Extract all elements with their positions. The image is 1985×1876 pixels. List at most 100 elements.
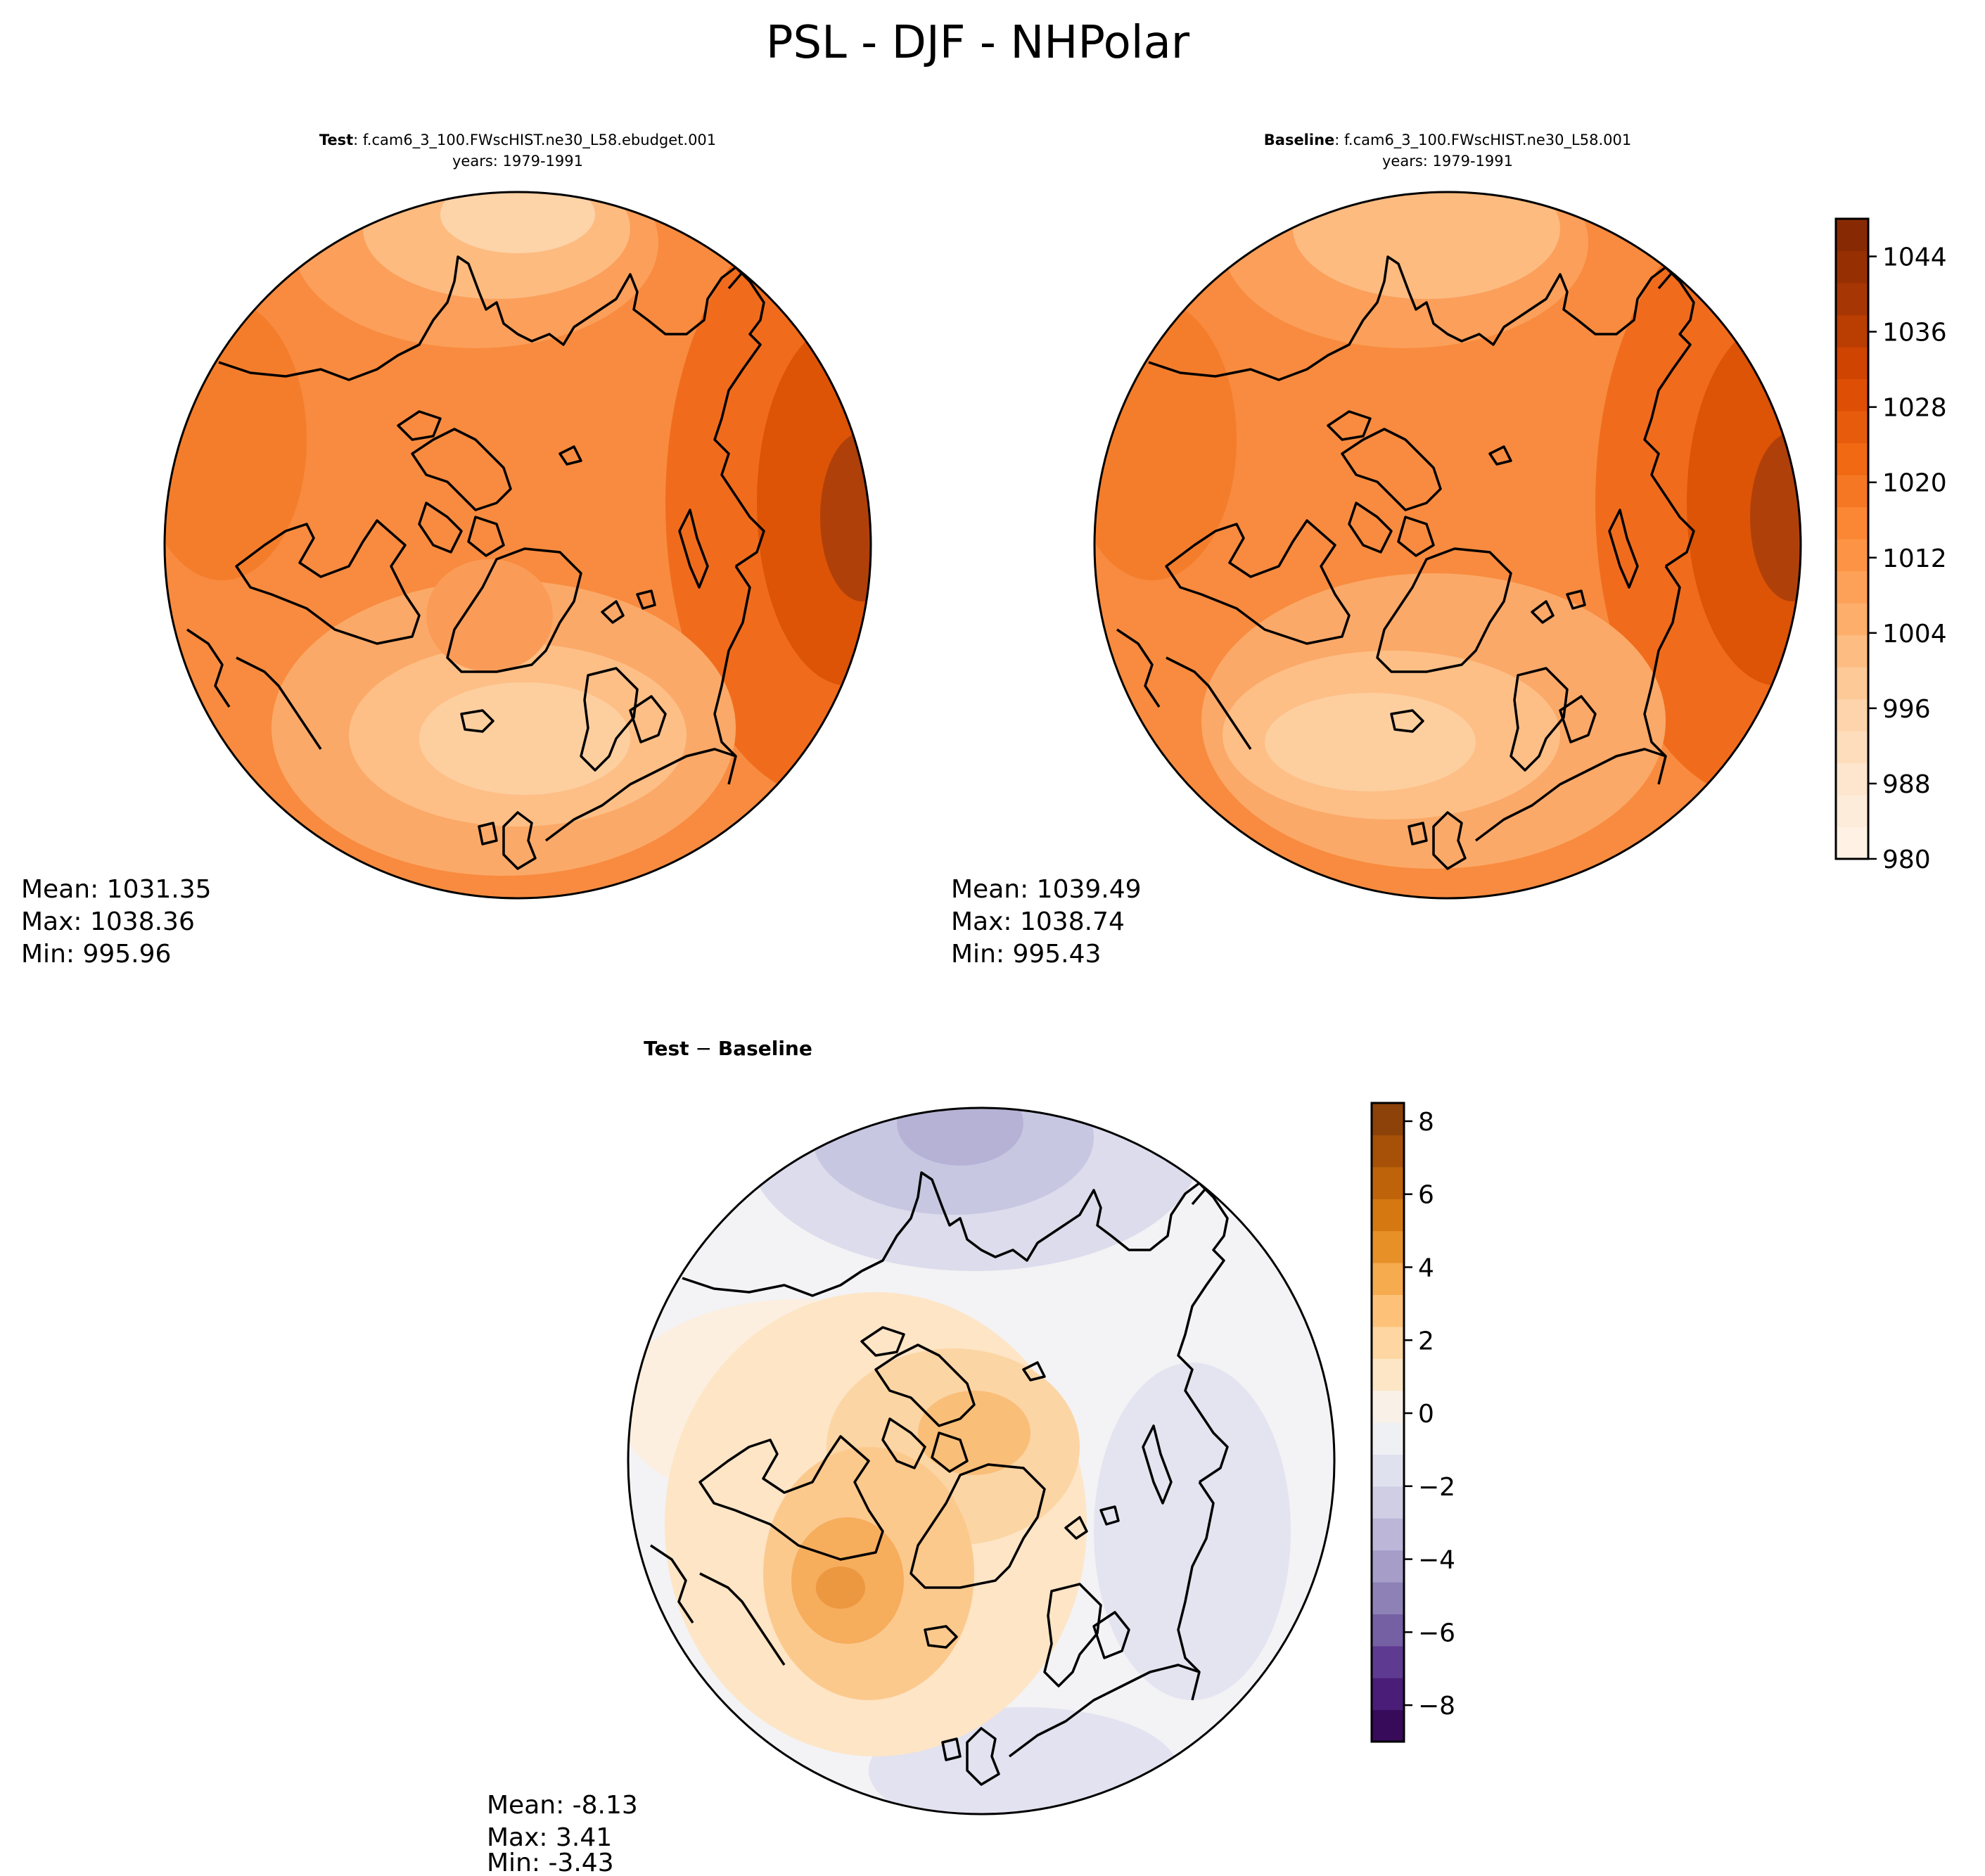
colorbar-absolute-segment [1836,378,1868,411]
contour-low-aleutian-3 [440,192,595,253]
contour-high-3 [820,433,871,601]
colorbar-absolute-segment [1836,283,1868,316]
contour-low-aleutian-2 [1293,192,1560,299]
colorbar-absolute-segment [1836,603,1868,636]
panel-difference-title-bold: Test [644,1037,689,1060]
map-difference-boundary [627,1106,1336,1816]
colorbar-difference-segment [1372,1486,1404,1519]
panel-baseline-max: Max: 1038.74 [951,907,1125,936]
colorbar-absolute-segment [1836,667,1868,700]
colorbar-difference-segment [1372,1582,1404,1614]
colorbar-difference-segment [1372,1645,1404,1678]
panel-difference-title-bold2: Baseline [718,1037,812,1060]
colorbar-difference-segment [1372,1550,1404,1583]
colorbar-difference-frame [1370,1102,1405,1743]
colorbar-difference-segment [1372,1709,1404,1742]
figure-title: PSL - DJF - NHPolar [766,17,1190,69]
map-baseline-boundary [1093,191,1802,900]
contour-greenland [426,559,553,672]
panel-test-title: Test: f.cam6_3_100.FWscHIST.ne30_L58.ebu… [319,132,716,149]
panel-baseline-title: Baseline: f.cam6_3_100.FWscHIST.ne30_L58… [1264,132,1631,149]
colorbar-difference-segment [1372,1454,1404,1487]
colorbar-difference-tick-label: 2 [1418,1327,1434,1355]
contour-neg-3 [897,1108,1023,1166]
colorbar-difference-segment [1372,1390,1404,1423]
colorbar-absolute-tick-label: 988 [1882,770,1931,799]
colorbar-absolute-tick-label: 1020 [1882,469,1947,498]
panel-baseline-title-rest: : f.cam6_3_100.FWscHIST.ne30_L58.001 [1334,132,1631,149]
colorbar-difference-segment [1372,1135,1404,1168]
panel-baseline-subtitle: years: 1979-1991 [1382,153,1513,170]
panel-baseline-title-bold: Baseline [1264,132,1335,148]
colorbar-absolute-tick-label: 1012 [1882,544,1947,573]
colorbar-difference-segment [1372,1358,1404,1391]
colorbar-difference-segment [1372,1103,1404,1135]
colorbar-absolute-segment [1836,442,1868,476]
colorbar-absolute: 980 988 996 1004 1012 1020 1028 1036 1044 [1834,217,1947,874]
colorbar-difference-segment [1372,1326,1404,1359]
colorbar-absolute-segment [1836,698,1868,732]
contour-low-icelandic-3 [1265,693,1476,791]
colorbar-absolute-segment [1836,827,1868,860]
colorbar-difference-segment [1372,1166,1404,1199]
contour-high-3 [1750,433,1801,601]
panel-difference-max: Max: 3.41 [487,1823,612,1852]
colorbar-absolute-segment [1836,570,1868,604]
colorbar-absolute-segment [1836,634,1868,668]
colorbar-difference-segment [1372,1518,1404,1551]
colorbar-absolute-segment [1836,314,1868,347]
panel-baseline-mean: Mean: 1039.49 [951,875,1142,904]
contour-pos-6 [816,1566,865,1609]
colorbar-absolute-tick-label: 1028 [1882,394,1947,423]
colorbar-absolute-segment [1836,347,1868,380]
colorbar-absolute-tick-label: 980 [1882,846,1931,874]
panel-test: Test: f.cam6_3_100.FWscHIST.ne30_L58.ebu… [21,132,872,969]
map-baseline [1094,192,1801,898]
colorbar-difference-segment [1372,1422,1404,1455]
panel-test-mean: Mean: 1031.35 [21,875,212,904]
panel-difference-mean: Mean: -8.13 [487,1791,638,1820]
panel-test-title-bold: Test [319,132,353,148]
colorbar-difference-tick-label: −4 [1418,1546,1455,1575]
colorbar-difference-tick-label: −8 [1418,1692,1455,1721]
colorbar-absolute-segment [1836,795,1868,828]
colorbar-difference-tick-label: 0 [1418,1400,1434,1429]
contour-low-icelandic-3 [419,682,630,795]
panel-difference-title: Test − Baseline [644,1037,812,1060]
colorbar-absolute-segment [1836,219,1868,252]
colorbar-absolute-tick-label: 1004 [1882,620,1947,649]
colorbar-absolute-segment [1836,475,1868,508]
colorbar-absolute-segment [1836,250,1868,283]
colorbar-difference-tick-label: 8 [1418,1108,1434,1137]
panel-test-max: Max: 1038.36 [21,907,195,936]
contour-west [1094,299,1237,580]
map-difference [628,1108,1334,1814]
colorbar-difference-tick-label: −2 [1418,1473,1455,1502]
map-test-boundary [163,191,872,900]
colorbar-absolute-tick-label: 996 [1882,695,1931,724]
colorbar-difference-segment [1372,1230,1404,1263]
colorbar-absolute-frame [1834,217,1870,860]
panel-baseline-min: Min: 995.43 [951,940,1101,969]
panel-test-min: Min: 995.96 [21,940,171,969]
colorbar-difference-tick-label: −6 [1418,1619,1455,1647]
colorbar-difference-segment [1372,1678,1404,1711]
colorbar-difference-segment [1372,1199,1404,1232]
colorbar-absolute-segment [1836,762,1868,796]
contour-pos-3 [918,1391,1030,1475]
colorbar-absolute-segment [1836,411,1868,444]
colorbar-absolute-segment [1836,539,1868,572]
colorbar-absolute-segment [1836,506,1868,540]
colorbar-difference-tick-label: 6 [1418,1181,1434,1210]
panel-difference-min: Min: -3.43 [487,1849,614,1876]
panel-test-subtitle: years: 1979-1991 [452,153,583,170]
panel-test-title-rest: : f.cam6_3_100.FWscHIST.ne30_L58.ebudget… [353,132,716,149]
colorbar-difference: −8 −6 −4 −2 0 2 4 6 8 [1370,1102,1455,1743]
colorbar-absolute-segment [1836,731,1868,764]
map-test [165,192,871,898]
colorbar-difference-tick-label: 4 [1418,1253,1434,1282]
colorbar-difference-segment [1372,1614,1404,1647]
colorbar-difference-segment [1372,1263,1404,1295]
panel-difference: Test − Baseline Me [487,1037,1455,1876]
colorbar-absolute-tick-label: 1044 [1882,243,1947,272]
